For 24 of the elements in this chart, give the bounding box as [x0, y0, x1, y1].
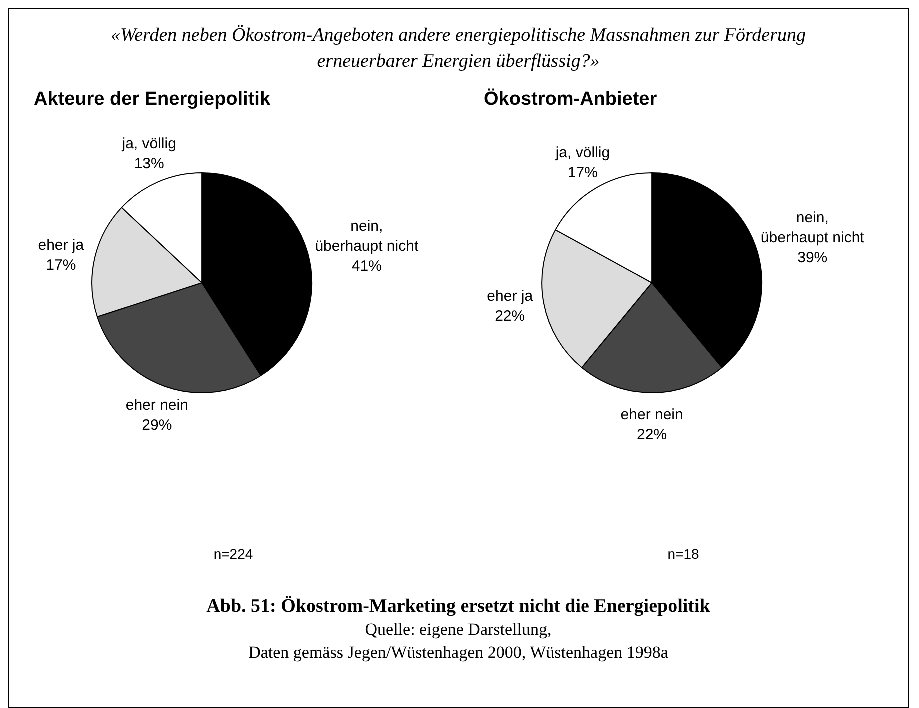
data-label: 17%: [568, 164, 598, 182]
slice-label: eher ja: [38, 236, 85, 254]
source-note: Quelle: eigene Darstellung,: [364, 619, 553, 641]
text: «Werden neben Ökostrom-Angeboten andere energiepolitische Massnahmen zur Förderung erneuerbarer Energien überflüssig?»: [110, 24, 807, 74]
data-label: 39%: [798, 250, 828, 267]
text: n=18: [668, 546, 700, 562]
chart-title: Akteure der Energiepolitik: [34, 89, 271, 110]
chart-title: Ökostrom-Anbieter: [484, 88, 658, 110]
slice-label: nein, überhaupt nicht: [760, 210, 866, 247]
data-label: 13%: [134, 156, 164, 173]
slice-label: eher ja: [487, 288, 534, 306]
slice-label: ja, völlig: [121, 136, 176, 153]
slice-label: eher nein: [620, 406, 684, 424]
data-label: 29%: [142, 416, 172, 434]
data-label: 17%: [46, 256, 76, 274]
data-label: 22%: [637, 426, 668, 444]
text: Daten gemäss Jegen/Wüstenhagen 2000, Wüstenhagen 1998a: [248, 642, 670, 664]
slice-label: eher nein: [126, 396, 188, 414]
caption: Abb. 51: Ökostrom-Marketing ersetzt nicht die Energiepolitik: [206, 595, 712, 618]
slice-label: ja, völlig: [554, 144, 610, 162]
slice-label: nein, überhaupt nicht: [315, 218, 420, 256]
text: n=224: [214, 546, 254, 562]
data-label: 22%: [495, 308, 526, 326]
data-label: 41%: [352, 258, 382, 276]
